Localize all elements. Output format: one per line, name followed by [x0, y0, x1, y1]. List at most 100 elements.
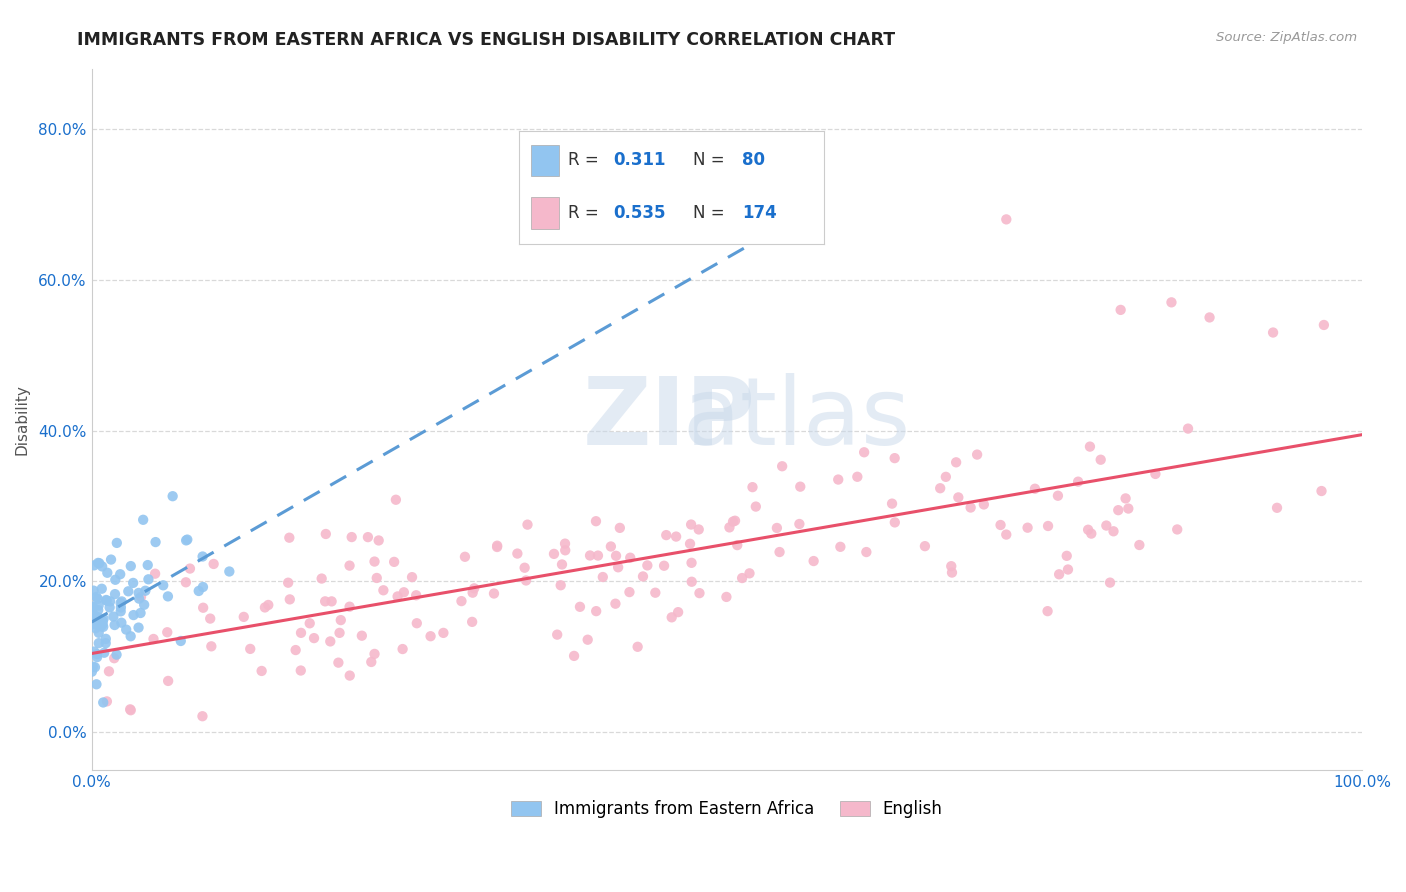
Point — [117, 584, 139, 599]
Point — [853, 445, 876, 459]
Point — [105, 536, 128, 550]
Point — [1017, 521, 1039, 535]
Point — [339, 599, 361, 614]
Point — [105, 648, 128, 662]
Text: 80: 80 — [742, 151, 765, 169]
Point — [98, 600, 121, 615]
Point — [827, 473, 849, 487]
Point — [360, 655, 382, 669]
Point — [948, 491, 970, 505]
Point — [1109, 302, 1132, 317]
Point — [83, 607, 105, 622]
Point — [550, 578, 572, 592]
Point — [392, 585, 415, 599]
Point — [239, 641, 262, 656]
Point — [941, 566, 963, 580]
Point — [461, 615, 484, 629]
Point — [585, 514, 607, 528]
Point — [1102, 524, 1125, 539]
Point — [883, 516, 905, 530]
Point — [1077, 523, 1099, 537]
Point — [191, 600, 214, 615]
Point — [84, 621, 107, 635]
Text: N =: N = — [693, 151, 730, 169]
Point — [82, 613, 104, 627]
Point — [935, 470, 957, 484]
Point — [579, 549, 602, 563]
Point — [880, 497, 903, 511]
Point — [339, 668, 361, 682]
Point — [959, 500, 981, 515]
Point — [104, 573, 127, 587]
Point — [191, 709, 214, 723]
Point — [319, 634, 342, 648]
Point — [482, 586, 505, 600]
Text: IMMIGRANTS FROM EASTERN AFRICA VS ENGLISH DISABILITY CORRELATION CHART: IMMIGRANTS FROM EASTERN AFRICA VS ENGLIS… — [77, 31, 896, 49]
Point — [766, 521, 789, 535]
Point — [162, 489, 184, 503]
Point — [298, 616, 321, 631]
Point — [679, 537, 702, 551]
Point — [91, 559, 114, 574]
Point — [314, 594, 336, 608]
Point — [83, 558, 105, 573]
Point — [554, 543, 576, 558]
Point — [1080, 526, 1102, 541]
Point — [1047, 567, 1070, 582]
Point — [278, 592, 301, 607]
Point — [1310, 483, 1333, 498]
Y-axis label: Disability: Disability — [15, 384, 30, 455]
Point — [382, 555, 405, 569]
Point — [83, 617, 105, 632]
Point — [929, 481, 952, 495]
Point — [990, 518, 1012, 533]
Point — [1118, 501, 1140, 516]
Point — [145, 535, 167, 549]
Point — [516, 517, 538, 532]
Point — [631, 569, 654, 583]
Point — [1090, 452, 1112, 467]
Point — [363, 647, 385, 661]
Point — [463, 582, 485, 596]
Point — [688, 586, 710, 600]
Text: 174: 174 — [742, 203, 776, 222]
Point — [84, 610, 107, 624]
Point — [995, 527, 1018, 541]
Point — [142, 632, 165, 646]
Point — [110, 615, 132, 630]
Point — [789, 516, 811, 531]
Point — [770, 459, 793, 474]
Point — [1036, 604, 1059, 618]
Point — [290, 664, 312, 678]
Point — [91, 617, 114, 632]
Point — [401, 570, 423, 584]
Point — [284, 643, 307, 657]
Point — [82, 600, 104, 615]
Point — [619, 585, 641, 599]
Point — [724, 514, 747, 528]
Point — [609, 521, 631, 535]
Point — [506, 547, 529, 561]
Point — [128, 621, 150, 635]
Point — [91, 620, 114, 634]
Point — [257, 598, 280, 612]
Point — [100, 552, 122, 566]
Point — [277, 575, 299, 590]
Point — [1024, 482, 1046, 496]
Point — [97, 665, 120, 679]
Point — [966, 448, 988, 462]
Point — [91, 614, 114, 628]
Point — [103, 609, 125, 624]
Point — [103, 651, 125, 665]
Point — [250, 664, 273, 678]
Point — [129, 590, 152, 604]
Point — [218, 565, 240, 579]
Point — [367, 533, 389, 548]
Point — [87, 603, 110, 617]
Point — [1144, 467, 1167, 481]
Point — [803, 554, 825, 568]
Point — [89, 556, 111, 570]
Point — [108, 567, 131, 582]
Point — [1107, 503, 1129, 517]
Point — [745, 500, 768, 514]
